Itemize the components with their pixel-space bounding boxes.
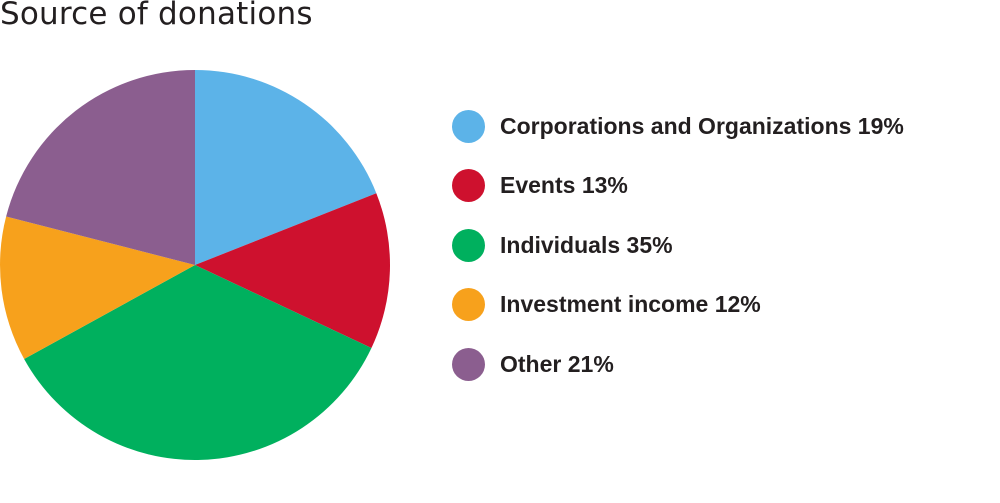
legend-swatch-1 <box>452 169 485 202</box>
chart-title: Source of donations <box>0 0 313 32</box>
legend-item-1: Events 13% <box>452 168 904 204</box>
pie-slice-4 <box>6 70 195 265</box>
legend-item-0: Corporations and Organizations 19% <box>452 108 904 144</box>
pie-slice-0 <box>195 70 377 265</box>
legend-label-4: Other 21% <box>500 350 614 377</box>
legend-swatch-0 <box>452 109 485 143</box>
legend-swatch-2 <box>452 228 485 262</box>
legend-swatch-3 <box>452 288 485 321</box>
legend: Corporations and Organizations 19% Events… <box>452 108 904 406</box>
legend-item-2: Individuals 35% <box>452 227 904 263</box>
legend-swatch-4 <box>452 347 485 381</box>
legend-label-0: Corporations and Organizations 19% <box>500 112 904 139</box>
legend-item-4: Other 21% <box>452 346 904 382</box>
legend-label-3: Investment income 12% <box>500 291 761 317</box>
pie-slice-2 <box>24 265 372 460</box>
legend-label-2: Individuals 35% <box>500 231 673 258</box>
legend-item-3: Investment income 12% <box>452 287 904 323</box>
pie-slice-1 <box>195 193 391 349</box>
legend-label-1: Events 13% <box>500 172 628 198</box>
pie-slice-3 <box>0 216 196 359</box>
